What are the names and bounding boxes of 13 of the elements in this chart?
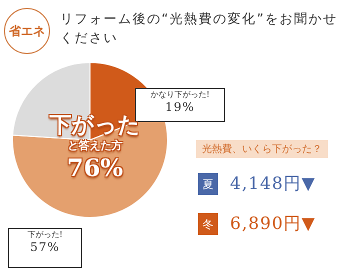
text: 夏	[198, 173, 218, 195]
text: 76%	[66, 153, 124, 182]
chart-title: リフォーム後の“光熱費の変化”をお聞かせください	[60, 11, 338, 48]
text: 省エネ	[4, 8, 50, 54]
data-label: 57%	[29, 240, 61, 254]
text: 6,890円▼	[230, 213, 316, 235]
slice-label: 下がった!	[26, 229, 64, 240]
text: 冬	[198, 213, 218, 235]
data-label: 19%	[164, 100, 196, 114]
slice-label: かなり下がった!	[149, 89, 211, 100]
text: と答えた方	[66, 138, 124, 153]
text: 4,148円▼	[230, 173, 316, 195]
text: 光熱費、いくら下がった？	[196, 140, 328, 158]
